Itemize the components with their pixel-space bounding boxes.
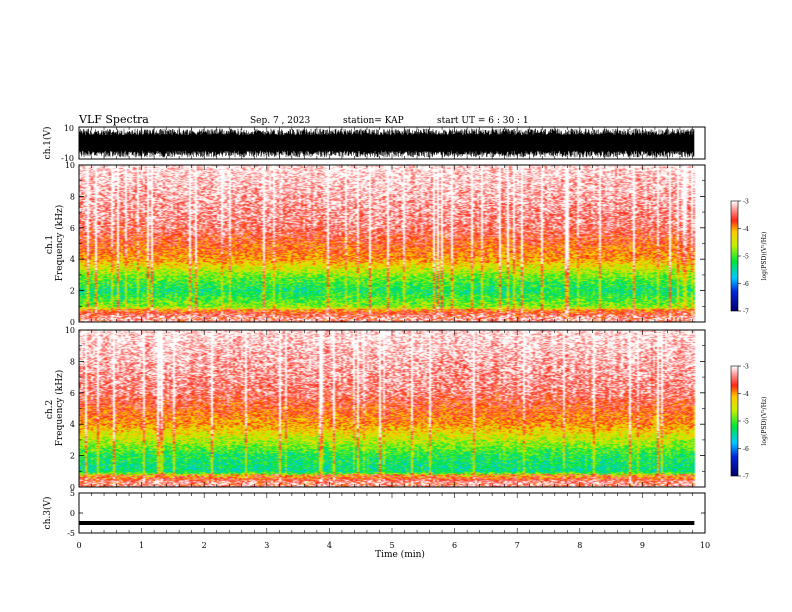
ch2-spectrogram-ylabel-line2: Frequency (kHz) — [54, 370, 65, 447]
x-axis-label: Time (min) — [375, 549, 425, 560]
ch2-colorbar: -3 -4 -5 -6 -7 log(PSD)(V²/Hz) — [730, 364, 768, 481]
x-tick-label: 4 — [327, 541, 332, 550]
ch2-colorbar-label: log(PSD)(V²/Hz) — [761, 397, 768, 446]
ch2-spectrogram-ylabel: ch.2 Frequency (kHz) — [45, 370, 65, 447]
ch2-spectrogram-ytick-label: 6 — [70, 389, 75, 398]
ch2-spectrogram-ytick-label: 4 — [70, 420, 75, 429]
ch2-colorbar-tick-label: -5 — [743, 419, 749, 426]
x-tick-label: 1 — [139, 541, 144, 550]
ch1-spectrogram-panel: 0 2 4 6 8 10 ch.1 Frequency (kHz) -3 -4 -5 -6 -7 … — [45, 161, 768, 327]
ch1-spectrogram-ytick-label: 2 — [70, 287, 75, 296]
ch2-spectrogram-panel: 0 2 4 6 8 10 ch.2 Frequency (kHz) -3 -4 -5 -6 -7 … — [45, 326, 768, 492]
ch1-ytick-bottom: -10 — [61, 154, 74, 163]
ch1-spectrogram-yticks: 0 2 4 6 8 10 — [65, 161, 705, 327]
x-tick-label: 0 — [76, 541, 81, 550]
ch1-colorbar-tick-label: -4 — [743, 226, 749, 233]
time-x-axis: 0 1 2 3 4 5 6 7 8 9 10 — [76, 127, 710, 550]
x-tick-label: 5 — [389, 541, 394, 550]
ch3-ytick-label: 0 — [70, 509, 75, 518]
ch2-colorbar-tick-label: -4 — [743, 391, 749, 398]
figure-title: VLF Spectra — [78, 113, 149, 126]
ch2-colorbar-tick-label: -7 — [743, 474, 749, 481]
x-tick-label: 3 — [264, 541, 269, 550]
ch1-ytick-top: 10 — [64, 124, 74, 133]
ch2-colorbar-tick-label: -6 — [743, 446, 749, 453]
ch1-spectrogram-ylabel-line1: ch.1 — [45, 235, 55, 254]
header-start-time: start UT = 6 : 30 : 1 — [437, 116, 529, 126]
header-date: Sep. 7 , 2023 — [250, 116, 310, 126]
ch1-spectrogram-ytick-label: 6 — [70, 224, 75, 233]
ch1-waveform-trace — [78, 128, 695, 158]
ch2-spectrogram-ylabel-line1: ch.2 — [45, 400, 55, 419]
ch2-colorbar-tick-label: -3 — [743, 364, 749, 371]
x-tick-label: 9 — [640, 541, 645, 550]
ch1-colorbar-tick-label: -3 — [743, 199, 749, 206]
ch1-colorbar-ticks: -3 -4 -5 -6 -7 — [738, 199, 749, 316]
ch1-colorbar-tick-label: -5 — [743, 254, 749, 261]
x-tick-label: 8 — [577, 541, 582, 550]
ch1-colorbar: -3 -4 -5 -6 -7 log(PSD)(V²/Hz) — [730, 199, 768, 316]
ch2-spectrogram-ytick-label: 10 — [65, 326, 75, 335]
ch1-spectrogram-ytick-label: 8 — [70, 192, 75, 201]
ch3-frame — [78, 492, 706, 534]
header-station: station= KAP — [343, 116, 404, 126]
ch2-colorbar-ticks: -3 -4 -5 -6 -7 — [738, 364, 749, 481]
ch2-spectrogram-yticks: 0 2 4 6 8 10 — [65, 326, 705, 492]
ch1-spectrogram-ylabel-line2: Frequency (kHz) — [54, 205, 65, 282]
ch1-waveform-path — [78, 128, 695, 158]
ch1-colorbar-tick-label: -7 — [743, 309, 749, 316]
ch1-colorbar-gradient — [731, 201, 738, 311]
ch1-colorbar-label: log(PSD)(V²/Hz) — [761, 232, 768, 281]
ch1-colorbar-tick-label: -6 — [743, 281, 749, 288]
ch1-spectrogram-ytick-label: 10 — [65, 161, 75, 170]
x-tick-label: 2 — [202, 541, 207, 550]
x-tick-label: 7 — [515, 541, 520, 550]
ch3-yticks: 5 0 -5 — [67, 489, 705, 538]
ch1-spectrogram-ytick-label: 0 — [70, 318, 75, 327]
ch1-spectrogram-ylabel: ch.1 Frequency (kHz) — [45, 205, 65, 282]
ch3-ytick-label: 5 — [70, 489, 75, 498]
ch2-spectrogram-ytick-label: 2 — [70, 452, 75, 461]
ch2-spectrogram-image — [79, 330, 705, 487]
x-tick-label: 6 — [452, 541, 457, 550]
ch1-spectrogram-ytick-label: 4 — [70, 255, 75, 264]
ch2-colorbar-gradient — [731, 366, 738, 476]
ch2-spectrogram-ytick-label: 0 — [70, 483, 75, 492]
ch3-waveform-band — [79, 521, 695, 525]
ch1-spectrogram-image — [79, 165, 705, 322]
x-tick-label: 10 — [700, 541, 710, 550]
ch1-ylabel: ch.1(V) — [42, 127, 53, 160]
ch2-spectrogram-ytick-label: 8 — [70, 357, 75, 366]
ch3-ytick-label: -5 — [67, 529, 75, 538]
ch3-waveform-trace — [79, 521, 695, 525]
ch3-ylabel: ch.3(V) — [42, 497, 53, 530]
